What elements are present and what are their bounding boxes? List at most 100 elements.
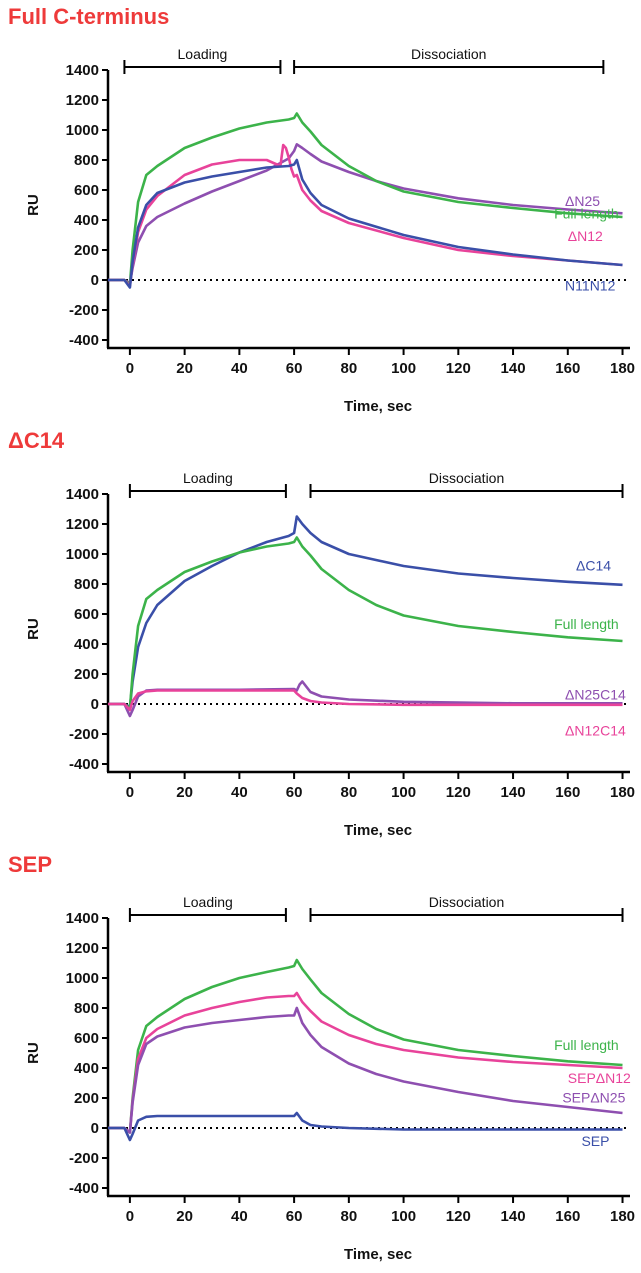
- series-label: Full length: [554, 1037, 619, 1053]
- x-tick-label: 120: [446, 784, 471, 801]
- y-tick-label: -400: [69, 756, 99, 773]
- y-tick-label: 1200: [66, 940, 99, 957]
- x-tick-label: 60: [286, 360, 303, 377]
- x-tick-label: 160: [555, 784, 580, 801]
- phase-label: Loading: [183, 470, 233, 486]
- series-line: [108, 158, 623, 289]
- x-tick-label: 0: [126, 1208, 134, 1225]
- series-line: [108, 143, 623, 285]
- x-tick-label: 20: [176, 784, 193, 801]
- series-label: ΔC14: [576, 558, 611, 574]
- phase-bracket: [309, 484, 624, 498]
- y-tick-label: -200: [69, 302, 99, 319]
- phase-bracket: [123, 60, 282, 74]
- x-tick-label: 40: [231, 1208, 248, 1225]
- x-tick-label: 20: [176, 360, 193, 377]
- x-tick-label: 40: [231, 784, 248, 801]
- y-tick-label: 800: [74, 1000, 99, 1017]
- chart-panel-3: SEP -400 -200 0 200 400 600 800 1000 1200 1400 0 20…: [0, 848, 641, 1272]
- y-tick-label: 1400: [66, 910, 99, 927]
- chart-title: ΔC14: [8, 428, 65, 453]
- y-tick-label: 0: [91, 1120, 99, 1137]
- x-tick-label: 100: [391, 1208, 416, 1225]
- y-tick-label: 400: [74, 636, 99, 653]
- x-tick-label: 140: [501, 360, 526, 377]
- phase-bracket: [293, 60, 605, 74]
- x-tick-label: 160: [555, 360, 580, 377]
- y-tick-label: -200: [69, 726, 99, 743]
- chart-svg: -400 -200 0 200 400 600 800 1000 1200 1400 0 20 40 60…: [25, 46, 635, 415]
- series-label: ΔN12C14: [565, 723, 626, 739]
- y-tick-label: 200: [74, 242, 99, 259]
- series-line: [108, 958, 623, 1134]
- series-line: [108, 1006, 623, 1134]
- y-tick-label: 1200: [66, 92, 99, 109]
- x-tick-label: 120: [446, 1208, 471, 1225]
- x-tick-label: 60: [286, 1208, 303, 1225]
- phase-label: Loading: [183, 894, 233, 910]
- series-label: Full length: [554, 206, 619, 222]
- x-tick-label: 160: [555, 1208, 580, 1225]
- phase-bracket: [128, 484, 287, 498]
- chart-title: SEP: [8, 852, 53, 877]
- series-label: SEP: [581, 1133, 609, 1149]
- x-tick-label: 180: [610, 1208, 635, 1225]
- x-tick-label: 60: [286, 784, 303, 801]
- y-tick-label: -200: [69, 1150, 99, 1167]
- chart-panel-2: ΔC14 -400 -200 0 200 400 600 800 1000 1200 1400 0 2…: [0, 424, 641, 848]
- chart-svg: -400 -200 0 200 400 600 800 1000 1200 1400 0 20 40 60…: [25, 894, 635, 1263]
- x-tick-label: 140: [501, 1208, 526, 1225]
- y-tick-label: 1400: [66, 486, 99, 503]
- series-label: ΔN25: [565, 193, 600, 209]
- x-tick-label: 0: [126, 784, 134, 801]
- chart-svg: -400 -200 0 200 400 600 800 1000 1200 1400 0 20 40 60…: [25, 470, 635, 839]
- y-tick-label: 0: [91, 272, 99, 289]
- x-tick-label: 100: [391, 360, 416, 377]
- y-tick-label: 600: [74, 1030, 99, 1047]
- x-tick-label: 100: [391, 784, 416, 801]
- y-tick-label: 400: [74, 212, 99, 229]
- y-tick-label: -400: [69, 1180, 99, 1197]
- y-axis-label: RU: [25, 618, 42, 640]
- y-tick-label: 1200: [66, 516, 99, 533]
- y-tick-label: 1400: [66, 62, 99, 79]
- chart-panel-1: Full C-terminus -400 -200 0 200 400 600 800 100…: [0, 0, 641, 424]
- y-tick-label: 1000: [66, 546, 99, 563]
- series-label: ΔN25C14: [565, 687, 626, 703]
- phase-bracket: [309, 908, 624, 922]
- phase-label: Dissociation: [429, 470, 504, 486]
- series-label: SEPΔN25: [562, 1090, 625, 1106]
- y-tick-label: 600: [74, 606, 99, 623]
- phase-label: Dissociation: [411, 46, 486, 62]
- series-label: Full length: [554, 616, 619, 632]
- x-tick-label: 140: [501, 784, 526, 801]
- x-tick-label: 0: [126, 360, 134, 377]
- y-tick-label: 1000: [66, 970, 99, 987]
- y-tick-label: 600: [74, 182, 99, 199]
- y-tick-label: 800: [74, 576, 99, 593]
- x-tick-label: 80: [340, 784, 357, 801]
- series-label: N11N12: [565, 278, 616, 294]
- y-tick-label: 200: [74, 1090, 99, 1107]
- x-tick-label: 120: [446, 360, 471, 377]
- phase-label: Loading: [178, 46, 228, 62]
- x-axis-label: Time, sec: [344, 822, 412, 839]
- series-line: [108, 689, 623, 712]
- y-tick-label: 400: [74, 1060, 99, 1077]
- chart-title: Full C-terminus: [8, 4, 170, 29]
- x-tick-label: 80: [340, 1208, 357, 1225]
- y-tick-label: 0: [91, 696, 99, 713]
- x-tick-label: 180: [610, 784, 635, 801]
- x-tick-label: 40: [231, 360, 248, 377]
- x-tick-label: 80: [340, 360, 357, 377]
- y-axis-label: RU: [25, 1042, 42, 1064]
- series-line: [108, 1111, 623, 1142]
- y-tick-label: 1000: [66, 122, 99, 139]
- x-axis-label: Time, sec: [344, 398, 412, 415]
- series-line: [108, 680, 623, 718]
- series-line: [108, 991, 623, 1134]
- x-axis-label: Time, sec: [344, 1246, 412, 1263]
- phase-label: Dissociation: [429, 894, 504, 910]
- phase-bracket: [128, 908, 287, 922]
- series-line: [108, 515, 623, 709]
